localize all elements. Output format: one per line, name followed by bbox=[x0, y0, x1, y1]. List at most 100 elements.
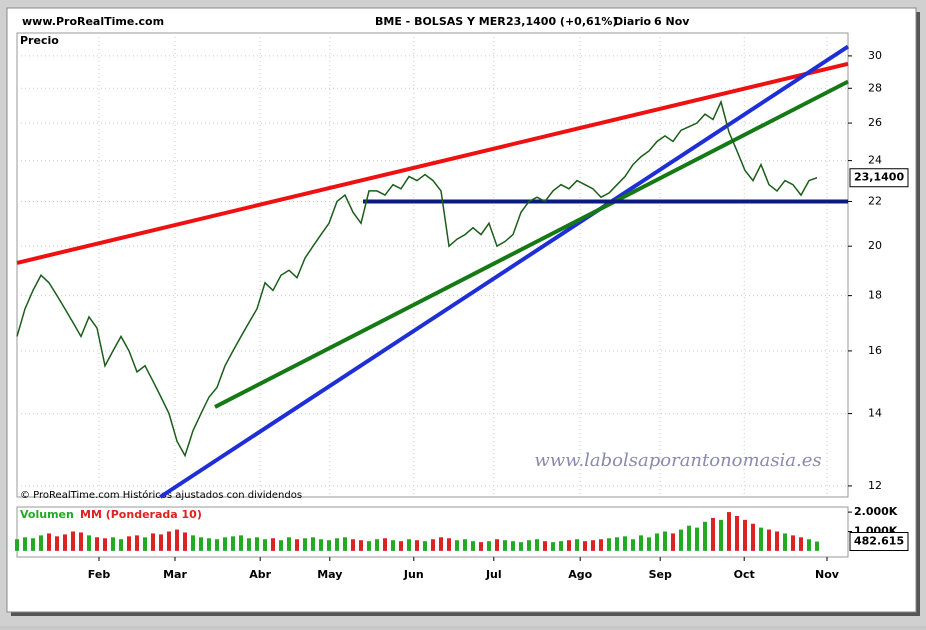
volume-bar bbox=[143, 537, 147, 551]
volume-bar bbox=[447, 538, 451, 551]
volume-bar bbox=[255, 537, 259, 551]
volume-bar bbox=[407, 539, 411, 551]
volume-bar bbox=[815, 541, 819, 551]
volume-bar bbox=[687, 525, 691, 551]
volume-bar bbox=[263, 539, 267, 551]
quote: 23,1400 (+0,61%) bbox=[506, 15, 617, 28]
y-tick-label: 2.000K bbox=[854, 505, 898, 518]
volume-bar bbox=[127, 536, 131, 551]
volume-bar bbox=[527, 540, 531, 551]
volume-bar bbox=[631, 539, 635, 551]
volume-bar bbox=[495, 539, 499, 551]
volume-bar bbox=[231, 536, 235, 551]
volume-bar bbox=[487, 541, 491, 551]
x-tick-label: Nov bbox=[815, 568, 840, 581]
x-tick-label: Sep bbox=[649, 568, 672, 581]
x-tick-label: Feb bbox=[88, 568, 111, 581]
volume-bar bbox=[463, 539, 467, 551]
volume-bar bbox=[151, 533, 155, 551]
volume-bar bbox=[511, 541, 515, 551]
volume-bar bbox=[319, 539, 323, 551]
volume-bar bbox=[343, 537, 347, 551]
volume-bar bbox=[31, 538, 35, 551]
volume-bar bbox=[63, 534, 67, 551]
volume-bar bbox=[159, 534, 163, 551]
volume-bar bbox=[303, 538, 307, 551]
volume-bar bbox=[367, 541, 371, 551]
panel-title: Precio bbox=[20, 34, 59, 47]
volume-bar bbox=[207, 538, 211, 551]
volume-bar bbox=[759, 527, 763, 551]
volume-bar bbox=[455, 540, 459, 551]
volume-bar bbox=[671, 533, 675, 551]
x-tick-label: Ago bbox=[568, 568, 592, 581]
y-tick-label: 26 bbox=[868, 116, 882, 129]
volume-bar bbox=[271, 538, 275, 551]
volume-bar bbox=[783, 533, 787, 551]
volume-bar bbox=[775, 531, 779, 551]
volume-bar bbox=[383, 538, 387, 551]
volume-bar bbox=[359, 540, 363, 551]
volume-bar bbox=[23, 537, 27, 551]
volume-bar bbox=[415, 540, 419, 551]
trend-line bbox=[16, 61, 849, 265]
volume-bar bbox=[599, 539, 603, 551]
x-tick-label: Abr bbox=[249, 568, 271, 581]
volume-bar bbox=[639, 535, 643, 551]
volume-bar bbox=[623, 536, 627, 551]
y-tick-label: 12 bbox=[868, 479, 882, 492]
volume-bar bbox=[767, 529, 771, 551]
volume-bar bbox=[479, 542, 483, 551]
volume-bar bbox=[751, 523, 755, 551]
volume-bar bbox=[399, 541, 403, 551]
volume-bar bbox=[655, 533, 659, 551]
volume-bar bbox=[663, 531, 667, 551]
last-price-box bbox=[849, 168, 909, 188]
volume-bar bbox=[103, 538, 107, 551]
volume-bar bbox=[335, 538, 339, 551]
x-tick-label: Oct bbox=[734, 568, 755, 581]
volume-bar bbox=[327, 540, 331, 551]
volume-bar bbox=[79, 532, 83, 551]
x-tick-label: Jun bbox=[403, 568, 424, 581]
volume-bar bbox=[375, 539, 379, 551]
volume-bar bbox=[223, 537, 227, 551]
volume-bar bbox=[167, 531, 171, 551]
x-tick-label: May bbox=[317, 568, 342, 581]
site: www.ProRealTime.com bbox=[22, 15, 164, 28]
y-tick-label: 20 bbox=[868, 239, 882, 252]
watermark: www.labolsaporantonomasia.es bbox=[534, 450, 821, 471]
volume-bar bbox=[567, 540, 571, 551]
volume-bar bbox=[543, 541, 547, 551]
ma-title: MM (Ponderada 10) bbox=[80, 508, 202, 521]
volume-bar bbox=[183, 532, 187, 551]
volume-bar bbox=[71, 531, 75, 551]
y-tick-label: 28 bbox=[868, 81, 882, 94]
volume-title: Volumen bbox=[20, 508, 74, 521]
volume-bar bbox=[519, 542, 523, 551]
volume-bar bbox=[15, 539, 19, 551]
volume-bar bbox=[551, 542, 555, 551]
y-tick-label: 24 bbox=[868, 154, 882, 167]
volume-bar bbox=[535, 539, 539, 551]
y-tick-label: 22 bbox=[868, 194, 882, 207]
y-tick-label: 16 bbox=[868, 344, 882, 357]
period: Diario bbox=[614, 15, 652, 28]
last-volume-label: 482.615 bbox=[854, 535, 904, 548]
volume-bar bbox=[175, 529, 179, 551]
volume-bar bbox=[47, 533, 51, 551]
panel bbox=[6, 7, 917, 613]
volume-bar bbox=[199, 537, 203, 551]
volume-bar bbox=[471, 541, 475, 551]
volume-bar bbox=[607, 538, 611, 551]
volume-bar bbox=[583, 541, 587, 551]
volume-bar bbox=[87, 535, 91, 551]
volume-bar bbox=[247, 538, 251, 551]
volume-area bbox=[16, 506, 849, 558]
volume-bar bbox=[791, 535, 795, 551]
y-tick-label: 14 bbox=[868, 407, 882, 420]
volume-bar bbox=[95, 537, 99, 551]
volume-bar bbox=[799, 537, 803, 551]
volume-bar bbox=[279, 540, 283, 551]
